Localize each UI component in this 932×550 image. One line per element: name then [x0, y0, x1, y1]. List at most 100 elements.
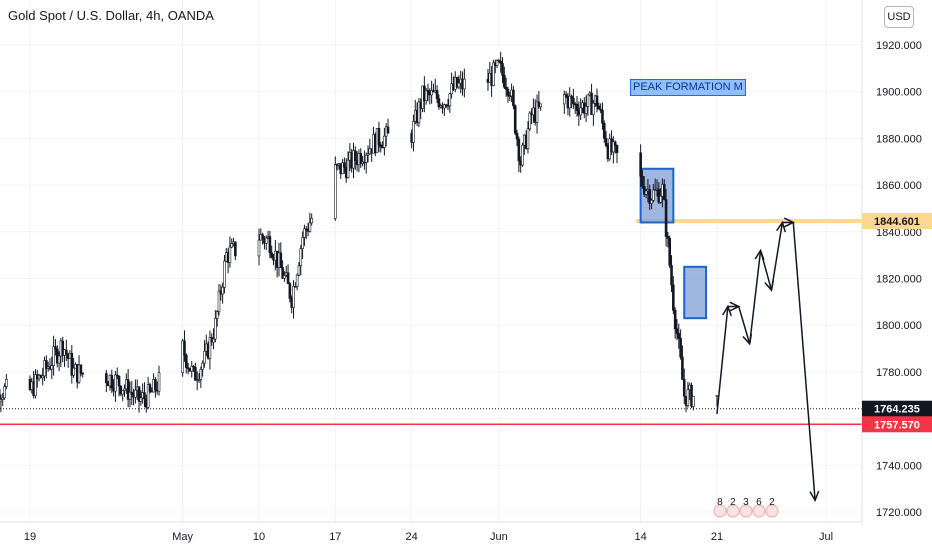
candle-body — [181, 340, 184, 374]
candle-body — [657, 188, 661, 203]
candle-body — [615, 144, 619, 154]
candle-body — [295, 274, 299, 287]
event-flag-circle — [739, 504, 753, 518]
candle-body — [644, 190, 648, 195]
candlesticks — [0, 51, 719, 413]
candle-body — [642, 185, 646, 195]
candle-body — [343, 162, 346, 168]
y-tick-label: 1800.000 — [876, 320, 922, 332]
candle-body — [568, 95, 572, 109]
candle-body — [515, 132, 519, 140]
x-tick-label: Jun — [490, 531, 508, 543]
candle-body — [586, 94, 590, 107]
price-labels: 1844.601 1764.235 1757.570 — [862, 213, 932, 433]
price-label: 1764.235 — [874, 404, 920, 416]
candle-body — [597, 105, 601, 110]
candle-body — [299, 248, 303, 267]
candle-body — [3, 386, 6, 399]
x-tick-label: 24 — [406, 531, 418, 543]
candle-body — [681, 356, 684, 380]
projection-arrowhead — [742, 333, 753, 346]
candle-body — [288, 283, 292, 299]
candle-body — [41, 375, 45, 379]
time-axis[interactable]: 19 May 10 17 24 Jun 14 21 Jul — [24, 531, 833, 543]
candle-body — [286, 272, 290, 284]
x-tick-label: 10 — [253, 531, 265, 543]
candle-body — [437, 98, 441, 108]
candle-body — [192, 365, 195, 368]
candle-body — [126, 379, 130, 400]
candle-body — [517, 138, 521, 162]
candle-body — [61, 340, 65, 356]
candle-body — [592, 102, 595, 115]
candle-body — [52, 346, 55, 366]
candle-body — [430, 90, 433, 96]
price-label-box — [862, 213, 932, 230]
candle-body — [70, 353, 74, 376]
candle-body — [304, 228, 308, 231]
projection-arrowhead — [754, 248, 765, 261]
price-label: 1757.570 — [874, 419, 920, 431]
candle-body — [123, 388, 126, 391]
y-tick-label: 1840.000 — [876, 227, 922, 239]
candle-body — [652, 189, 655, 201]
candle-body — [690, 384, 693, 407]
zone-box — [683, 265, 708, 320]
currency-button[interactable]: USD — [884, 6, 914, 28]
candle-body — [45, 360, 48, 369]
candle-body — [201, 362, 204, 370]
peak-formation-annotation[interactable]: PEAK FORMATION M — [630, 79, 746, 96]
event-flag-digit: 6 — [756, 497, 762, 508]
candle-body — [228, 246, 232, 263]
candle-body — [613, 141, 617, 146]
projection-arrowhead — [721, 304, 732, 317]
candle-body — [679, 338, 682, 358]
candle-body — [539, 103, 542, 108]
candle-body — [535, 101, 539, 123]
candle-body — [117, 375, 121, 387]
price-label: 1844.601 — [874, 216, 920, 228]
candle-body — [492, 62, 495, 86]
candle-body — [50, 365, 54, 370]
candle-body — [217, 290, 221, 312]
y-tick-label: 1880.000 — [876, 133, 922, 145]
projection-arrowhead — [809, 490, 820, 503]
candle-body — [664, 199, 668, 237]
candle-body — [184, 354, 188, 368]
candle-body — [584, 106, 588, 114]
candle-body — [599, 108, 602, 111]
candle-body — [292, 286, 295, 308]
price-axis[interactable]: 1720.0001740.0001760.0001780.0001800.000… — [876, 40, 922, 519]
candle-body — [114, 374, 117, 392]
candle-body — [79, 364, 83, 374]
candle-body — [334, 164, 337, 219]
candle-body — [119, 385, 123, 395]
candle-body — [279, 252, 283, 268]
candle-body — [341, 162, 344, 175]
candle-body — [386, 126, 390, 134]
candle-body — [310, 218, 313, 224]
candle-body — [214, 318, 217, 340]
candle-body — [199, 368, 203, 380]
event-flag-circle — [713, 504, 727, 518]
candle-body — [364, 154, 368, 163]
projection-arrowhead — [729, 301, 741, 312]
candle-body — [572, 97, 575, 105]
event-flag-digit: 8 — [717, 497, 723, 508]
candle-body — [526, 128, 530, 149]
x-tick-label: 19 — [24, 531, 36, 543]
candle-body — [595, 95, 599, 107]
candle-body — [223, 260, 226, 288]
candle-body — [639, 152, 642, 177]
projection-arrowhead — [776, 220, 786, 233]
candle-body — [677, 333, 681, 339]
candle-body — [115, 374, 119, 377]
candle-body — [446, 105, 450, 108]
candle-body — [564, 94, 568, 97]
candle-body — [5, 378, 8, 387]
candle-body — [270, 252, 274, 258]
candle-body — [579, 107, 582, 116]
candle-body — [379, 144, 383, 148]
candle-body — [435, 90, 439, 99]
